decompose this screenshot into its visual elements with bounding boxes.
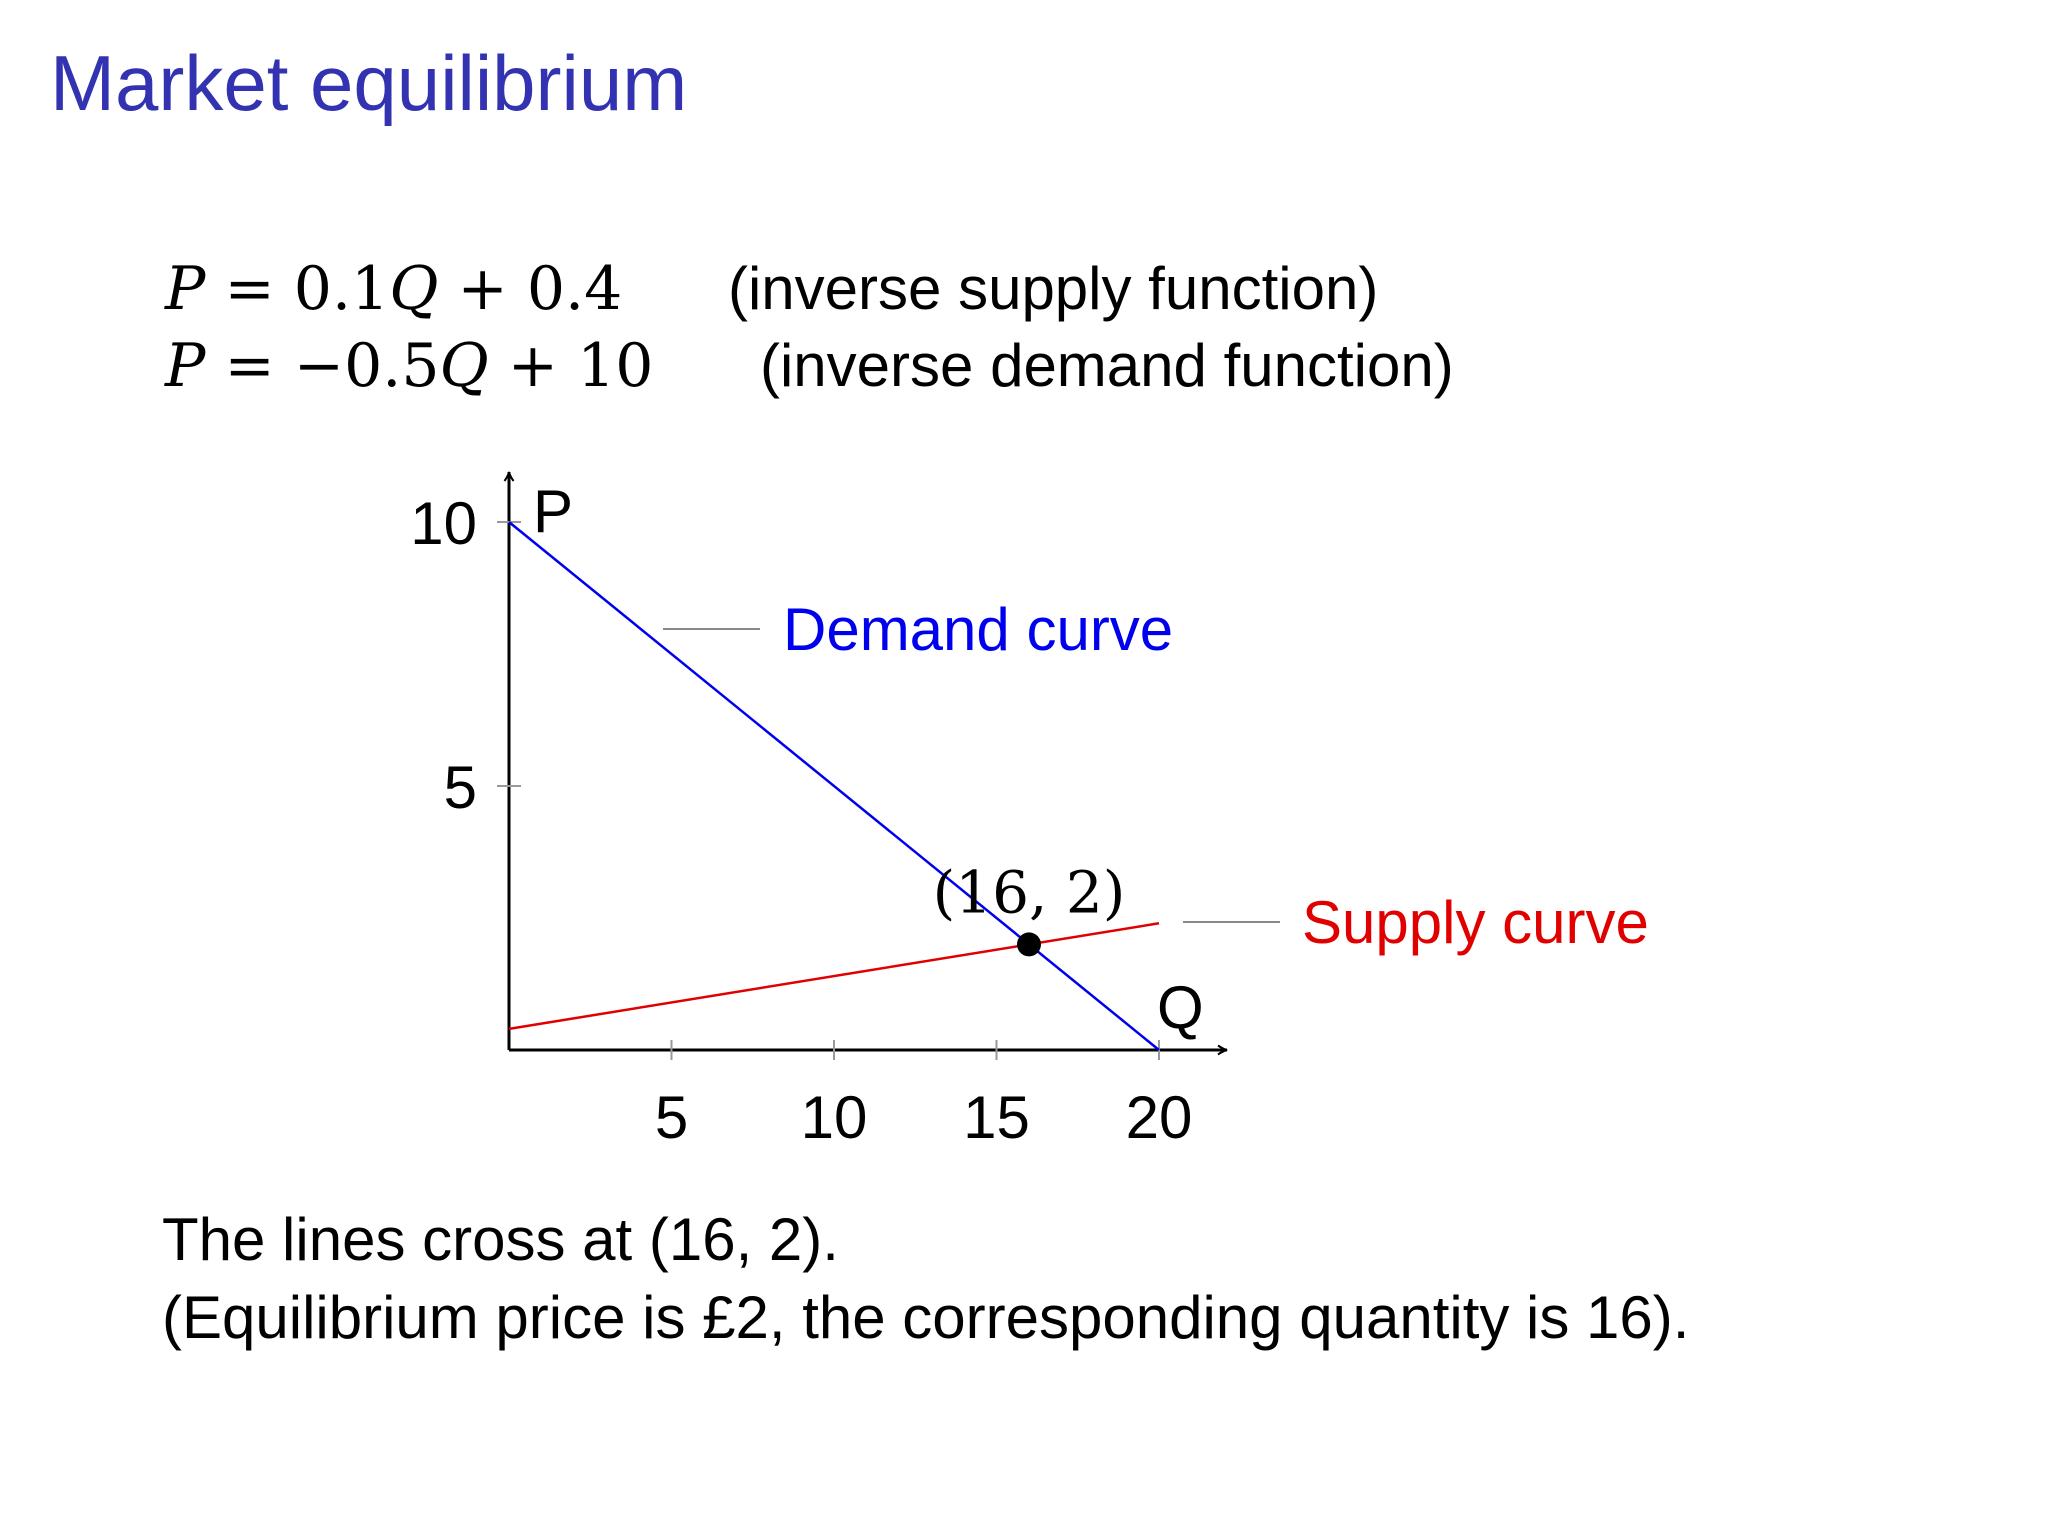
supply-equation-math: P = 0.1Q + 0.4 <box>165 254 623 324</box>
conclusion-line-2: (Equilibrium price is £2, the correspond… <box>162 1284 1690 1351</box>
demand-equation: P = −0.5Q + 10 (inverse demand function) <box>165 331 1454 401</box>
demand-equation-note: (inverse demand function) <box>760 332 1454 399</box>
y-tick-label: 5 <box>444 754 477 821</box>
slide-title: Market equilibrium <box>50 39 688 127</box>
y-axis-label: P <box>533 478 573 545</box>
supply-curve-line <box>508 922 1160 1031</box>
conclusion-line-1: The lines cross at (16, 2). <box>162 1206 839 1273</box>
demand-equation-math: P = −0.5Q + 10 <box>165 331 654 401</box>
x-axis-label: Q <box>1157 974 1204 1041</box>
x-tick-label: 5 <box>655 1084 688 1151</box>
x-tick-label: 15 <box>963 1084 1030 1151</box>
x-tick-label: 10 <box>801 1084 868 1151</box>
demand-curve-label: Demand curve <box>783 596 1173 663</box>
demand-curve-line <box>508 521 1160 1051</box>
equilibrium-label: (16, 2) <box>933 858 1126 926</box>
x-tick-label: 20 <box>1126 1084 1193 1151</box>
supply-curve-label: Supply curve <box>1302 889 1649 956</box>
supply-equation: P = 0.1Q + 0.4 (inverse supply function) <box>165 254 1378 324</box>
supply-equation-note: (inverse supply function) <box>728 255 1379 322</box>
equilibrium-point <box>1017 932 1041 957</box>
y-tick-label: 10 <box>410 490 477 557</box>
